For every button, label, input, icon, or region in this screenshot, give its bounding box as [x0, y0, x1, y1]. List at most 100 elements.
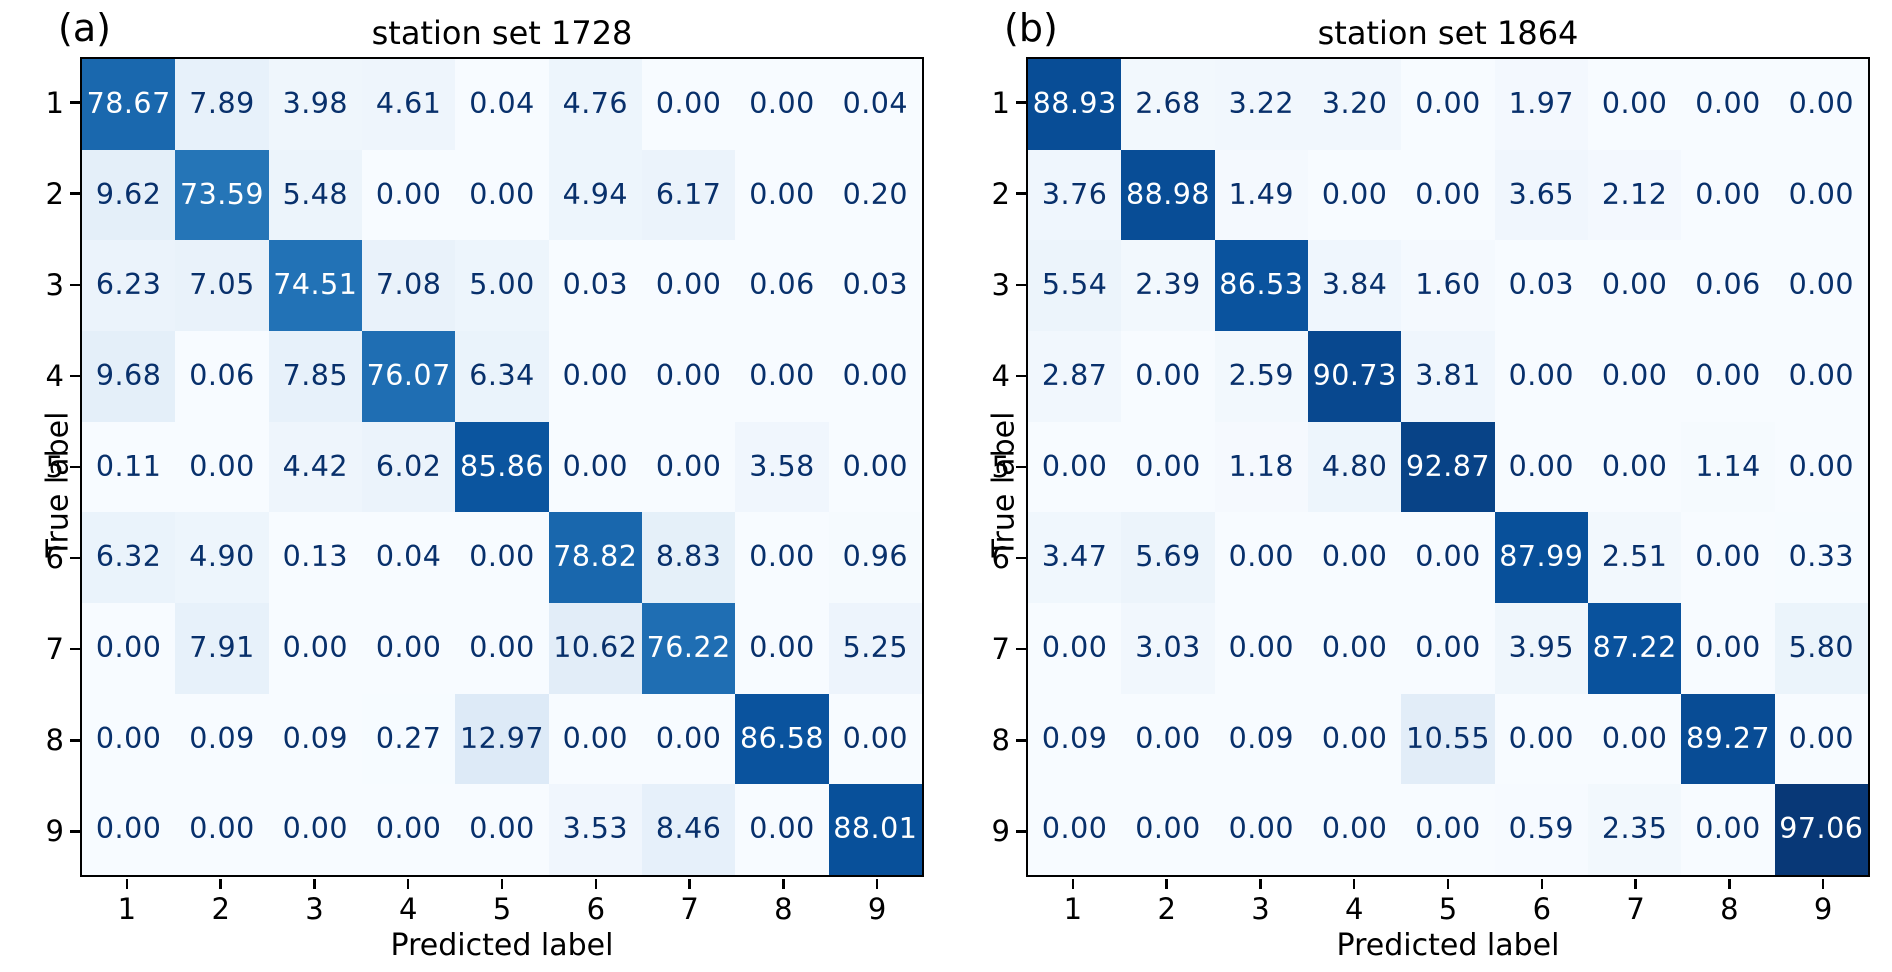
matrix-cell-r5-c4: 4.80 — [1308, 421, 1402, 513]
matrix-cell-r5-c7: 0.00 — [642, 421, 736, 513]
matrix-cell-r3-c8: 0.06 — [1681, 240, 1775, 331]
matrix-cell-r2-c5: 0.00 — [455, 149, 549, 241]
matrix-cell-r1-c3: 3.22 — [1214, 59, 1308, 150]
matrix-cell-r5-c3: 1.18 — [1214, 421, 1308, 513]
y-tick-mark — [1016, 739, 1026, 742]
x-tick-label: 8 — [774, 892, 793, 926]
matrix-cell-r6-c5: 0.00 — [455, 512, 549, 603]
y-tick-label: 5 — [991, 449, 1010, 484]
matrix-cell-r6-c8: 0.00 — [1681, 512, 1775, 603]
y-tick-label: 4 — [991, 358, 1010, 393]
y-tick-mark — [1016, 374, 1026, 378]
matrix-cell-r7-c2: 3.03 — [1121, 602, 1215, 694]
matrix-cell-r5-c1: 0.00 — [1028, 421, 1122, 513]
y-tick-5: 5 — [946, 421, 1026, 512]
matrix-cell-r9-c6: 3.53 — [548, 784, 642, 875]
matrix-cell-r7-c3: 0.00 — [268, 602, 362, 694]
matrix-cell-r9-c7: 8.46 — [642, 784, 736, 875]
matrix-cell-r7-c1: 0.00 — [82, 602, 176, 694]
matrix-cell-r8-c5: 10.55 — [1401, 693, 1495, 785]
y-tick-2: 2 — [0, 148, 80, 239]
panel-a-label: (a) — [58, 6, 111, 50]
y-tick-label: 2 — [991, 176, 1010, 211]
y-tick-7: 7 — [0, 604, 80, 695]
y-tick-label: 6 — [45, 541, 64, 576]
matrix-cell-r3-c1: 5.54 — [1028, 240, 1122, 331]
y-tick-label: 7 — [45, 632, 64, 667]
y-tick-mark — [1016, 647, 1026, 651]
matrix-cell-r1-c7: 0.00 — [1588, 59, 1682, 150]
matrix-cell-r8-c9: 0.00 — [1774, 693, 1868, 785]
matrix-cell-r1-c2: 2.68 — [1121, 59, 1215, 150]
matrix-cell-r6-c4: 0.00 — [1308, 512, 1402, 603]
x-tick-2: 2 — [174, 879, 268, 926]
matrix-cell-r7-c1: 0.00 — [1028, 602, 1122, 694]
y-tick-mark — [70, 374, 80, 378]
matrix-cell-r8-c3: 0.09 — [1214, 693, 1308, 785]
x-tick-mark — [594, 879, 598, 889]
matrix-cell-r4-c3: 2.59 — [1214, 330, 1308, 422]
x-tick-label: 4 — [399, 892, 418, 926]
matrix-cell-r4-c7: 0.00 — [1588, 330, 1682, 422]
x-tick-7: 7 — [643, 879, 737, 926]
x-tick-label: 2 — [211, 892, 230, 926]
matrix-cell-r2-c6: 3.65 — [1494, 149, 1588, 241]
matrix-cell-r4-c6: 0.00 — [548, 330, 642, 422]
x-tick-label: 3 — [1251, 892, 1270, 926]
matrix-cell-r7-c7: 87.22 — [1588, 602, 1682, 694]
x-tick-label: 6 — [1532, 892, 1552, 926]
y-tick-mark — [1016, 192, 1026, 195]
matrix-cell-r1-c1: 88.93 — [1028, 59, 1122, 150]
y-tick-9: 9 — [0, 786, 80, 877]
x-tick-label: 1 — [117, 892, 137, 926]
y-tick-1: 1 — [0, 57, 80, 148]
x-tick-mark — [1259, 879, 1262, 889]
matrix-cell-r8-c8: 89.27 — [1681, 693, 1775, 785]
matrix-cell-r3-c7: 0.00 — [642, 240, 736, 331]
x-tick-label: 5 — [1438, 892, 1458, 926]
matrix-cell-r4-c4: 90.73 — [1308, 330, 1402, 422]
panel-a-title: station set 1728 — [371, 14, 633, 52]
y-tick-label: 1 — [991, 85, 1010, 120]
matrix-cell-r7-c5: 0.00 — [455, 602, 549, 694]
matrix-cell-r4-c2: 0.06 — [175, 330, 269, 422]
matrix-cell-r8-c1: 0.09 — [1028, 693, 1122, 785]
matrix-cell-r3-c2: 7.05 — [175, 240, 269, 331]
x-tick-mark — [219, 879, 222, 889]
x-tick-6: 6 — [1495, 879, 1589, 926]
matrix-cell-r1-c6: 4.76 — [548, 59, 642, 150]
y-tick-label: 9 — [45, 814, 64, 849]
x-tick-4: 4 — [1307, 879, 1401, 926]
matrix-cell-r6-c4: 0.04 — [362, 512, 456, 603]
x-tick-label: 1 — [1063, 892, 1083, 926]
x-tick-label: 6 — [586, 892, 606, 926]
y-tick-mark — [1016, 101, 1026, 104]
panel-b-title: station set 1864 — [1317, 14, 1579, 52]
matrix-cell-r7-c2: 7.91 — [175, 602, 269, 694]
matrix-cell-r6-c1: 3.47 — [1028, 512, 1122, 603]
matrix-cell-r4-c4: 76.07 — [362, 330, 456, 422]
x-tick-mark — [500, 879, 504, 889]
matrix-cell-r8-c1: 0.00 — [82, 693, 176, 785]
y-tick-mark — [70, 192, 80, 195]
matrix-cell-r1-c5: 0.04 — [455, 59, 549, 150]
y-tick-8: 8 — [0, 695, 80, 786]
x-tick-mark — [1728, 879, 1731, 889]
matrix-cell-r3-c3: 86.53 — [1214, 240, 1308, 331]
matrix-cell-r3-c9: 0.00 — [1774, 240, 1868, 331]
matrix-cell-r2-c1: 3.76 — [1028, 149, 1122, 241]
x-tick-mark — [406, 879, 410, 889]
y-tick-label: 9 — [991, 814, 1010, 849]
matrix-cell-r6-c5: 0.00 — [1401, 512, 1495, 603]
y-tick-label: 5 — [45, 449, 64, 484]
y-tick-mark — [70, 739, 80, 742]
matrix-cell-r6-c7: 8.83 — [642, 512, 736, 603]
matrix-cell-r3-c9: 0.03 — [828, 240, 922, 331]
x-tick-label: 9 — [867, 892, 887, 926]
matrix-cell-r3-c3: 74.51 — [268, 240, 362, 331]
x-tick-label: 8 — [1720, 892, 1739, 926]
matrix-cell-r9-c4: 0.00 — [1308, 784, 1402, 875]
matrix-cell-r3-c2: 2.39 — [1121, 240, 1215, 331]
matrix-cell-r1-c8: 0.00 — [1681, 59, 1775, 150]
y-tick-3: 3 — [0, 239, 80, 330]
